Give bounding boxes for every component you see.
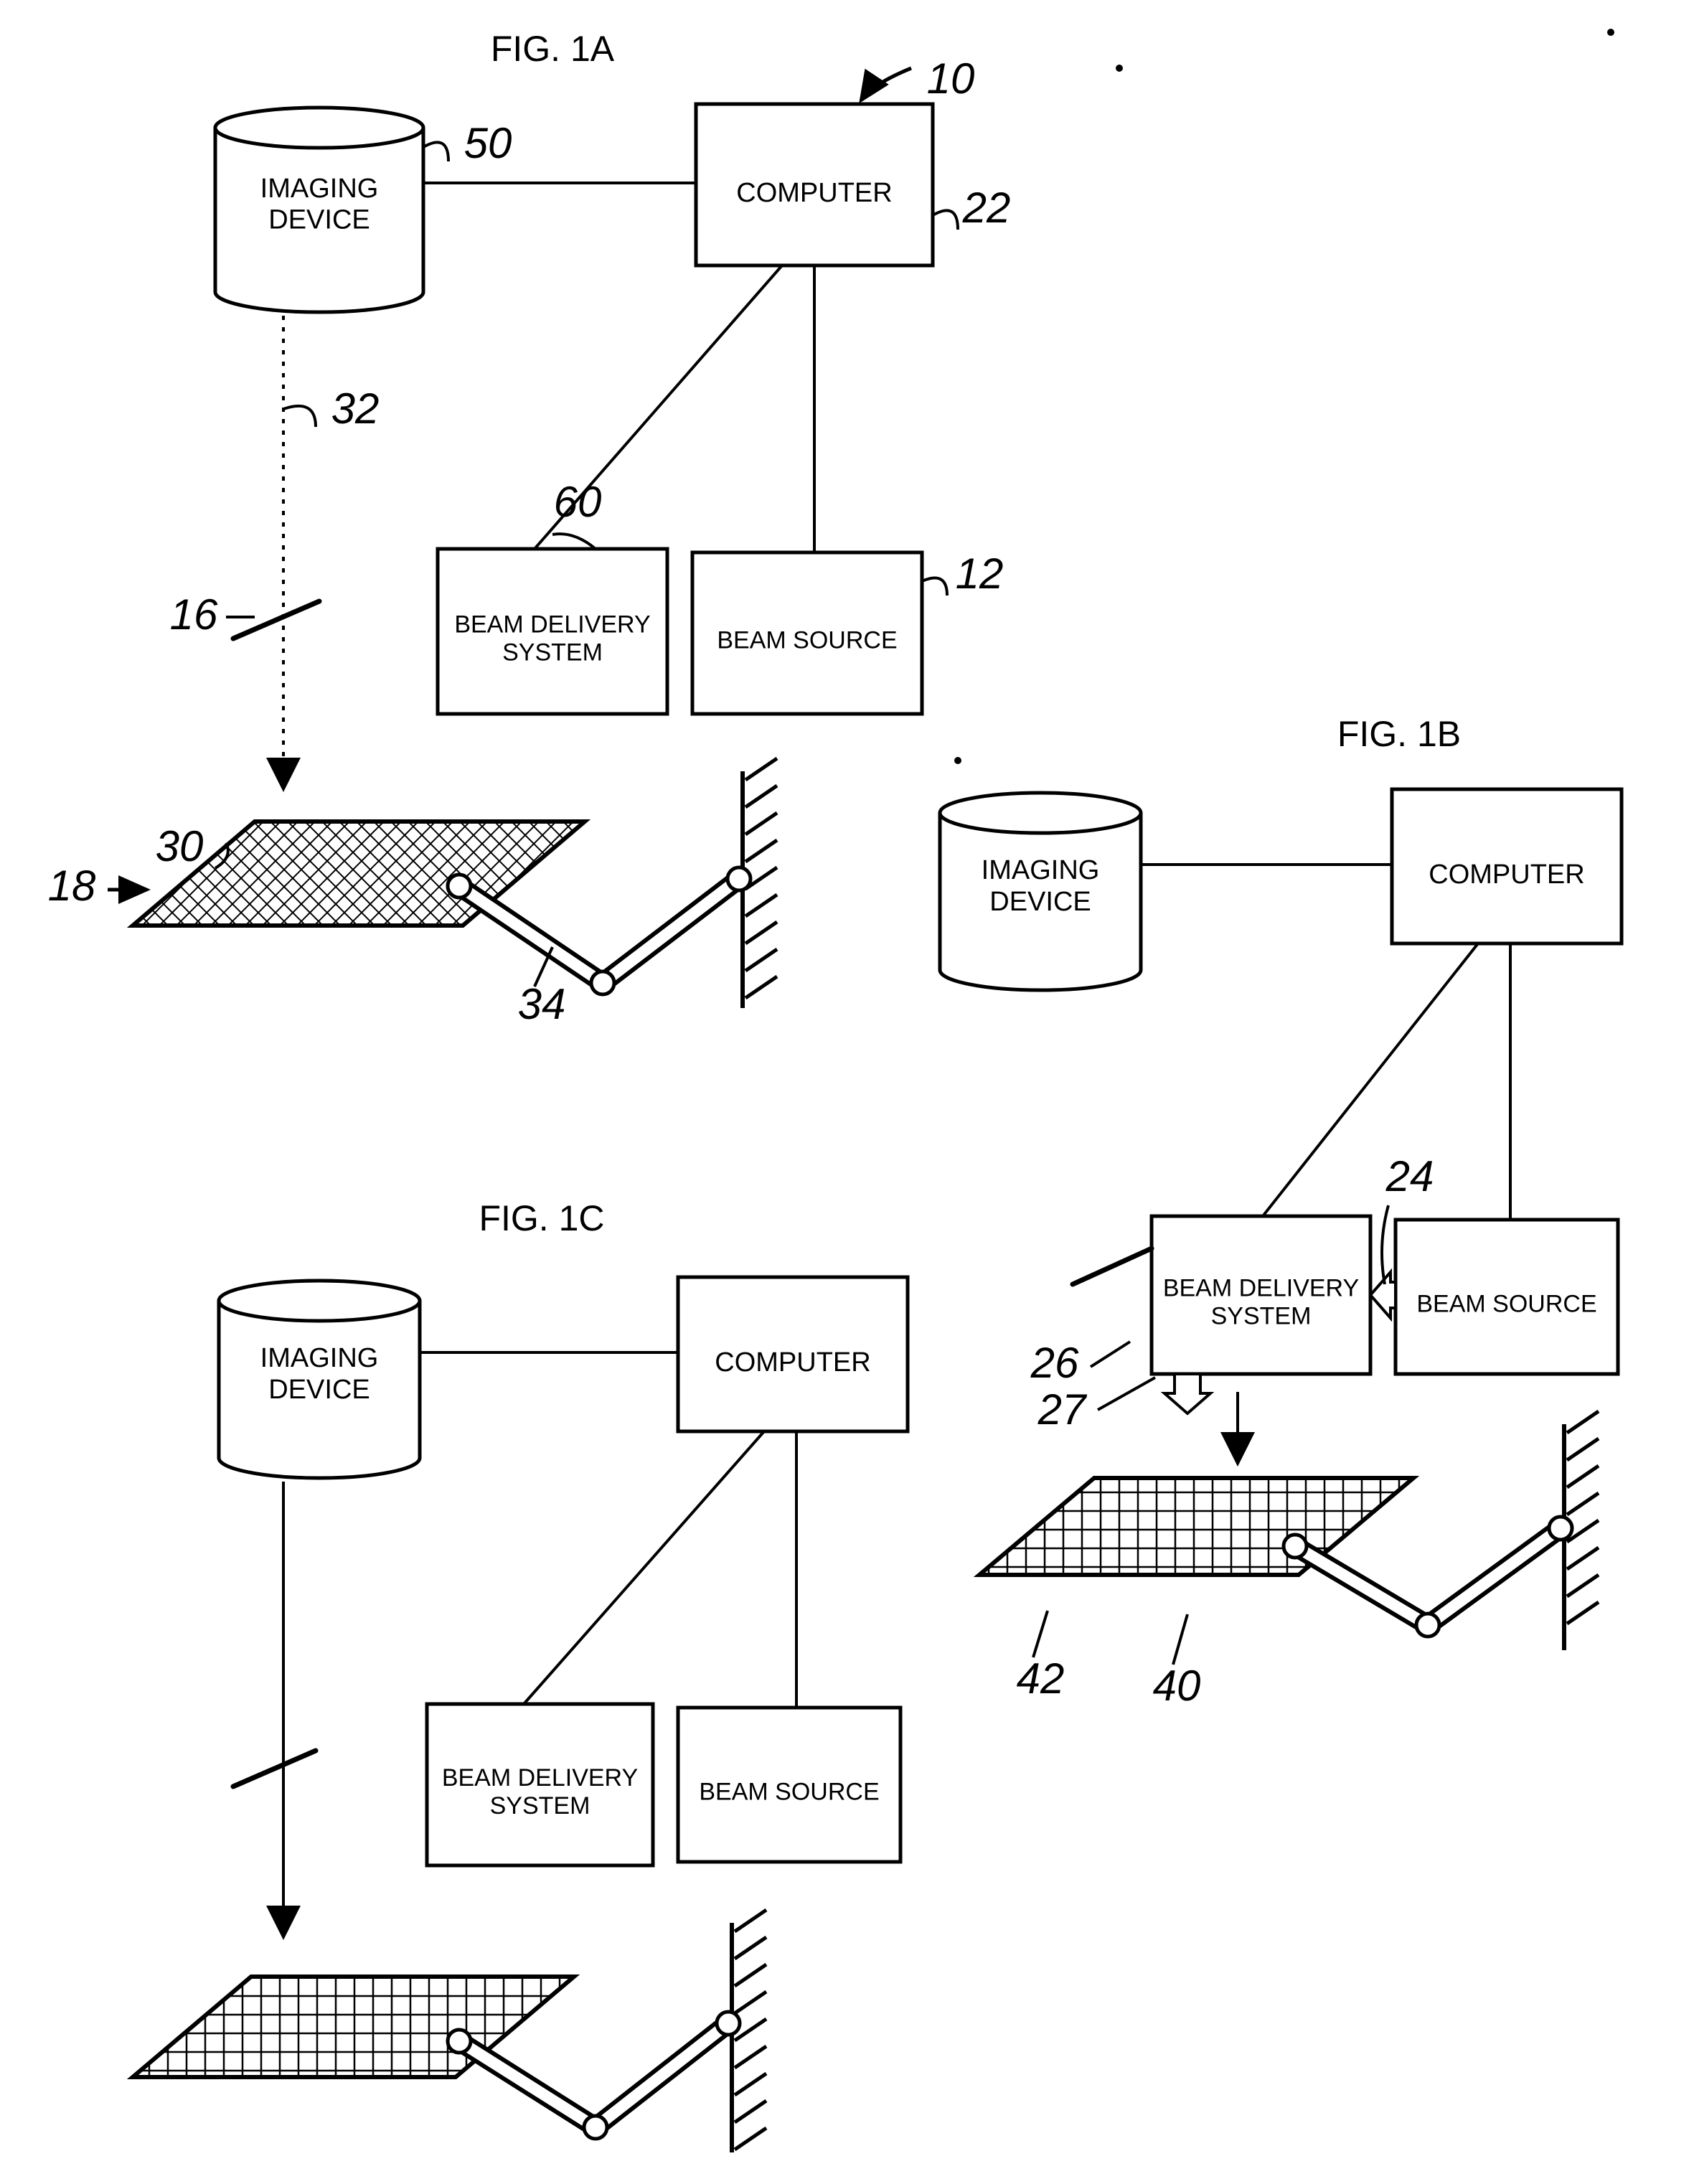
scan-dot <box>1116 65 1123 72</box>
imaging-device-node: IMAGINGDEVICE <box>215 108 423 312</box>
computer-node: COMPUTER <box>696 104 933 265</box>
beam-source-node: BEAM SOURCE <box>1396 1220 1618 1374</box>
imaging-device-label: IMAGING <box>982 855 1100 885</box>
figure-title: FIG. 1A <box>491 29 615 69</box>
imaging-device-node: IMAGINGDEVICE <box>219 1281 420 1478</box>
beam-delivery-node: BEAM DELIVERYSYSTEM <box>1152 1216 1370 1374</box>
figure-title: FIG. 1B <box>1337 714 1461 754</box>
patent-figure-canvas: FIG. 1AIMAGINGDEVICECOMPUTERBEAM DELIVER… <box>0 0 1694 2184</box>
reference-numeral: 34 <box>518 980 566 1028</box>
reference-numeral: 24 <box>1385 1152 1434 1200</box>
reference-numeral: 16 <box>170 590 218 639</box>
beam-delivery-node-label: SYSTEM <box>502 639 603 666</box>
computer-node: COMPUTER <box>678 1277 908 1431</box>
mirror <box>233 1751 316 1787</box>
computer-node-label: COMPUTER <box>1429 860 1584 890</box>
platform <box>979 1478 1413 1575</box>
beam-delivery-node-label: BEAM DELIVERY <box>1163 1274 1359 1302</box>
beam-delivery-node: BEAM DELIVERYSYSTEM <box>427 1704 653 1865</box>
computer-node-label: COMPUTER <box>715 1347 870 1378</box>
imaging-device-label: DEVICE <box>989 887 1091 917</box>
reference-numeral: 12 <box>956 550 1004 598</box>
reference-numeral: 10 <box>927 55 975 103</box>
reference-numeral: 18 <box>48 862 96 910</box>
reference-numeral: 50 <box>464 119 512 167</box>
beam-delivery-node-label: BEAM DELIVERY <box>442 1764 638 1792</box>
figure-title: FIG. 1C <box>479 1198 604 1238</box>
beam-source-node-label: BEAM SOURCE <box>699 1778 879 1805</box>
reference-numeral: 22 <box>962 184 1011 232</box>
reference-numeral: 40 <box>1153 1662 1201 1710</box>
beam-delivery-node-label: SYSTEM <box>1211 1302 1312 1329</box>
beam-source-node: BEAM SOURCE <box>678 1708 900 1862</box>
beam-delivery-node: BEAM DELIVERYSYSTEM <box>438 549 667 714</box>
imaging-device-label: DEVICE <box>268 205 370 235</box>
connector <box>1263 943 1478 1216</box>
computer-node-label: COMPUTER <box>736 178 892 208</box>
beam-delivery-node-label: BEAM DELIVERY <box>454 611 650 638</box>
computer-node: COMPUTER <box>1392 789 1622 943</box>
reference-numeral: 27 <box>1037 1385 1088 1434</box>
reference-numeral: 42 <box>1017 1655 1065 1703</box>
scan-dot <box>1607 29 1614 36</box>
imaging-device-label: DEVICE <box>268 1375 370 1405</box>
block-arrow-down <box>1164 1374 1210 1413</box>
reference-numeral: 26 <box>1030 1339 1079 1387</box>
beam-delivery-node-label: SYSTEM <box>490 1792 590 1820</box>
imaging-device-label: IMAGING <box>260 174 379 204</box>
imaging-device-node: IMAGINGDEVICE <box>940 793 1141 990</box>
mirror <box>1073 1248 1152 1284</box>
beam-source-node: BEAM SOURCE <box>692 552 922 714</box>
reference-numeral: 30 <box>156 822 204 870</box>
reference-numeral: 60 <box>554 478 602 526</box>
connector <box>524 1431 764 1704</box>
beam-source-node-label: BEAM SOURCE <box>717 626 897 654</box>
mirror <box>233 601 319 639</box>
scan-dot <box>954 757 961 764</box>
reference-numeral: 32 <box>331 385 380 433</box>
beam-source-node-label: BEAM SOURCE <box>1416 1290 1596 1317</box>
imaging-device-label: IMAGING <box>260 1343 379 1373</box>
